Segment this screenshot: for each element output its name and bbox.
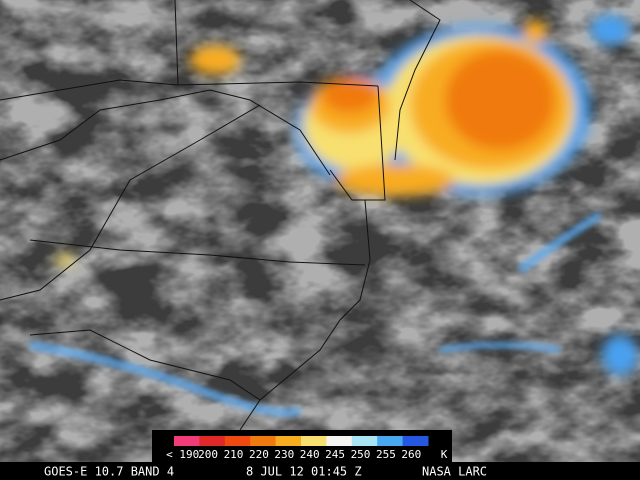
cloud-tops — [55, 15, 638, 375]
legend-swatch — [402, 436, 429, 446]
legend-label: 245 — [325, 448, 345, 461]
legend-label: < 190 — [166, 448, 199, 461]
legend-label: 260 — [401, 448, 421, 461]
legend-swatch — [275, 436, 302, 446]
footer-bar — [0, 462, 640, 480]
legend-label: 220 — [249, 448, 269, 461]
legend-swatch — [326, 436, 353, 446]
legend-swatch — [224, 436, 251, 446]
satellite-label: GOES-E 10.7 BAND 4 — [44, 465, 174, 479]
timestamp: 8 JUL 12 01:45 Z — [246, 465, 362, 479]
legend-label: 210 — [224, 448, 244, 461]
legend-swatch — [351, 436, 378, 446]
legend-swatch — [377, 436, 404, 446]
legend-label: 250 — [351, 448, 371, 461]
legend-label: 230 — [274, 448, 294, 461]
legend-swatch — [301, 436, 327, 446]
legend-label: 200 — [198, 448, 218, 461]
legend-label: 240 — [300, 448, 320, 461]
cloud-bands — [29, 211, 603, 417]
legend-swatch — [199, 436, 226, 446]
legend-unit: K — [441, 448, 448, 461]
legend-swatch — [174, 436, 200, 446]
legend-label: 255 — [376, 448, 396, 461]
source-label: NASA LARC — [422, 465, 487, 479]
borders — [0, 0, 441, 431]
legend-swatch — [250, 436, 277, 446]
